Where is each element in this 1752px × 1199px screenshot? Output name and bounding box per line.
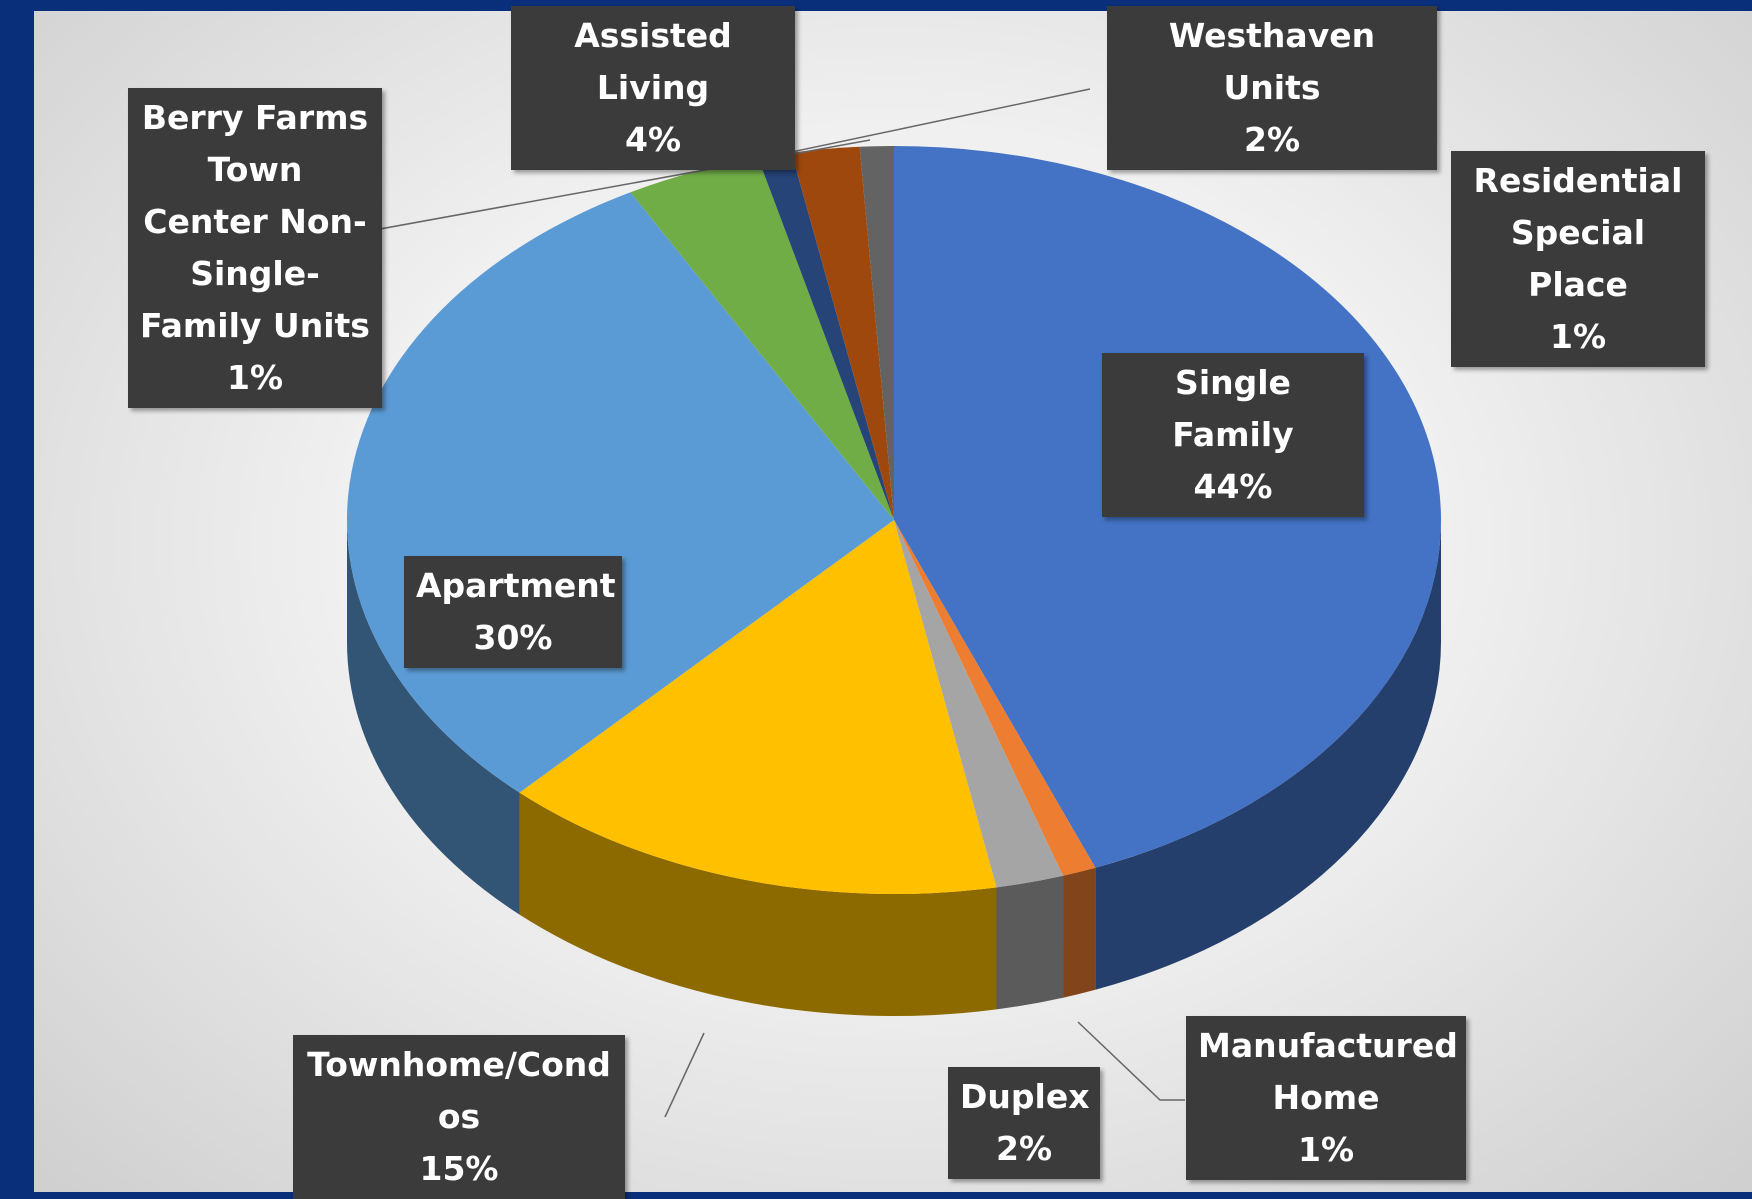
label-value: 2%: [995, 1129, 1053, 1168]
label-value: 30%: [473, 618, 553, 657]
slice: [791, 146, 894, 520]
label-name: Berry Farms Town Center Non-Single-Famil…: [140, 98, 370, 345]
data-label: Townhome/Condos 15%: [293, 1035, 625, 1199]
slice-side: [347, 520, 520, 915]
slice: [757, 152, 894, 520]
label-value: 15%: [419, 1149, 499, 1188]
slice: [894, 520, 1096, 876]
slice: [519, 520, 997, 894]
label-value: 4%: [624, 120, 682, 159]
data-label: Assisted Living 4%: [511, 6, 795, 170]
label-name: Assisted Living: [574, 16, 732, 107]
label-value: 44%: [1193, 467, 1273, 506]
slice-side: [519, 792, 997, 1016]
slice: [894, 520, 1064, 888]
label-value: 1%: [1297, 1130, 1355, 1169]
data-label: Westhaven Units 2%: [1107, 6, 1437, 170]
label-value: 2%: [1243, 120, 1301, 159]
leader-line: [664, 1032, 705, 1118]
label-name: Apartment: [416, 566, 616, 605]
data-label: Apartment 30%: [404, 556, 622, 668]
data-label: Duplex 2%: [948, 1067, 1100, 1179]
slice-side: [1095, 520, 1441, 990]
label-name: Manufactured Home: [1198, 1026, 1458, 1117]
slice: [630, 157, 894, 521]
label-value: 1%: [1549, 317, 1607, 356]
label-name: Townhome/Condos: [307, 1045, 611, 1136]
label-name: Duplex: [960, 1077, 1090, 1116]
slice: [859, 146, 894, 520]
leader-line: [1077, 1021, 1185, 1101]
label-value: 1%: [226, 358, 284, 397]
data-label: Manufactured Home 1%: [1186, 1016, 1466, 1180]
slice-side: [1063, 867, 1096, 998]
label-name: Westhaven Units: [1168, 16, 1376, 107]
slice-side: [996, 875, 1064, 1010]
label-name: Single Family: [1172, 363, 1294, 454]
data-label: Single Family 44%: [1102, 353, 1364, 517]
data-label: Berry Farms Town Center Non-Single-Famil…: [128, 88, 382, 408]
label-name: Residential Special Place: [1473, 161, 1683, 304]
data-label: Residential Special Place 1%: [1451, 151, 1705, 367]
